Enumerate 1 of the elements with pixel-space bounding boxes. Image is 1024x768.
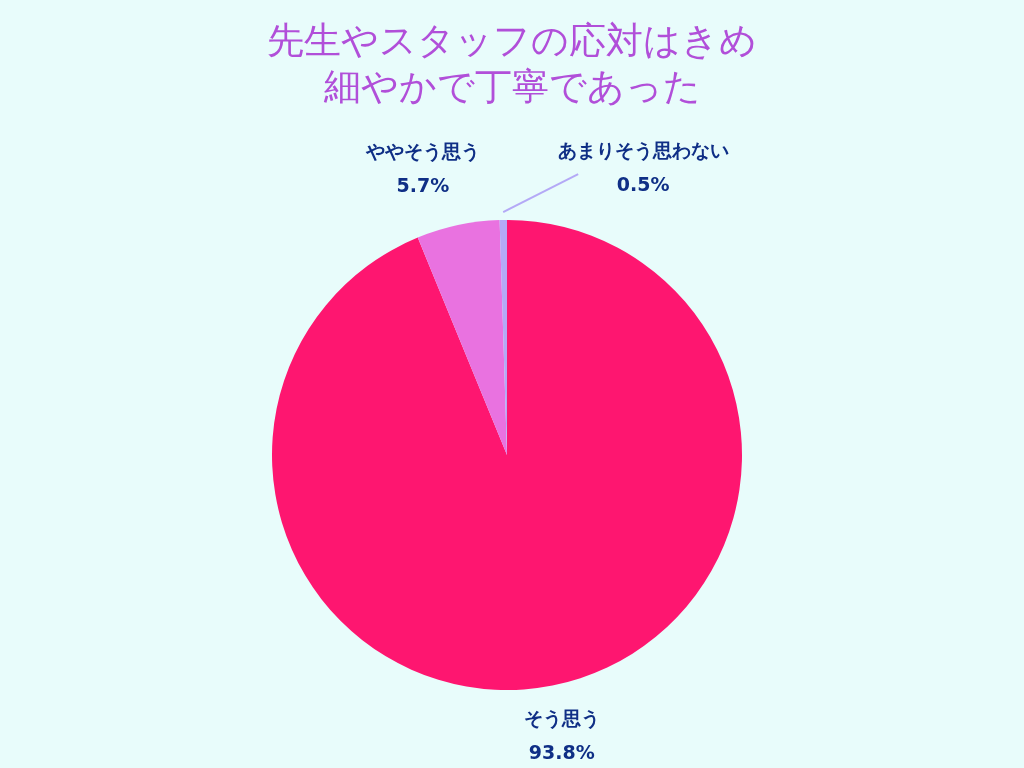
title: 先生やスタッフの応対はきめ細やかで丁寧であった	[266, 18, 758, 110]
